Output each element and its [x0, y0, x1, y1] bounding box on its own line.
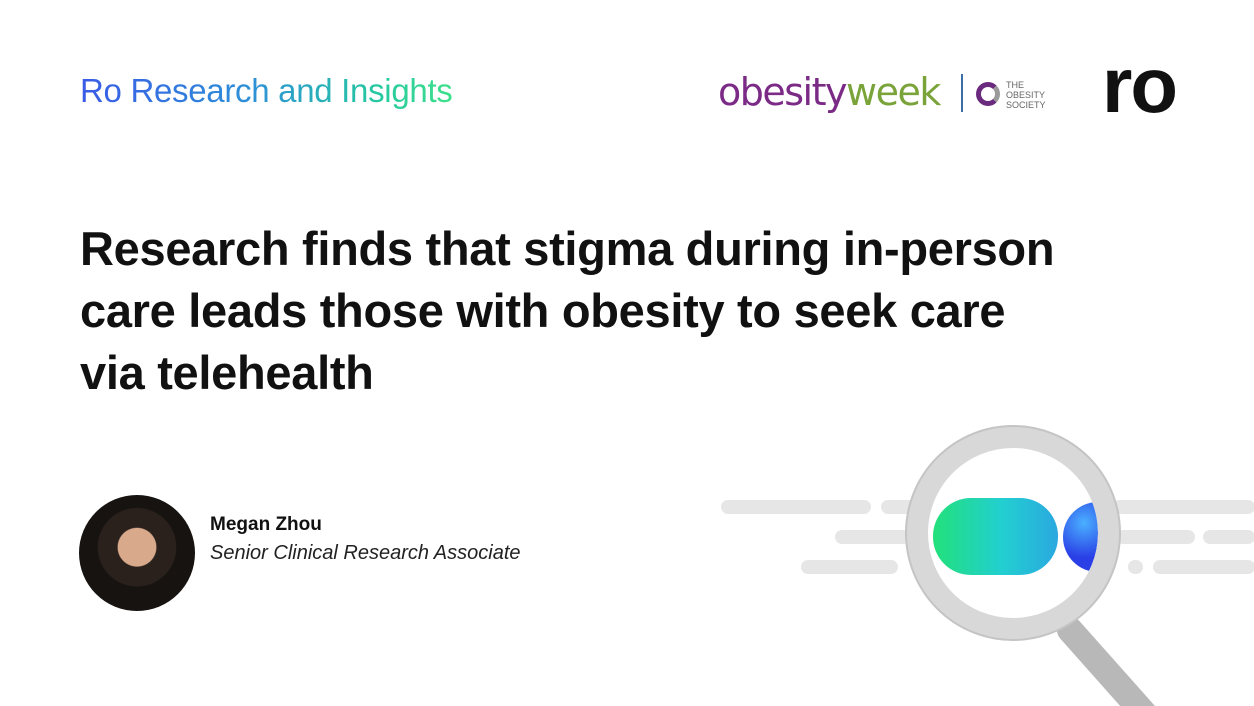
magnifier-handle	[1057, 617, 1155, 706]
pill-shape	[933, 498, 1058, 575]
title-line: Research finds that stigma during in-per…	[80, 222, 1055, 275]
obesityweek-logo-part2: week	[846, 70, 941, 114]
author-name: Megan Zhou	[210, 514, 322, 535]
author-role: Senior Clinical Research Associate	[210, 542, 521, 564]
ball-shape	[1063, 502, 1098, 572]
obesity-society-logo: THE OBESITY SOCIETY	[1006, 80, 1046, 110]
avatar	[79, 495, 195, 611]
magnifier-ring	[906, 426, 1120, 640]
title-line: care leads those with obesity to seek ca…	[80, 284, 1006, 337]
obesity-society-logo-line: SOCIETY	[1006, 100, 1046, 110]
text-lines-icon	[721, 500, 1254, 574]
obesity-society-logo-line: OBESITY	[1006, 90, 1046, 100]
page-title: Research finds that stigma during in-per…	[80, 218, 1200, 404]
obesity-society-icon	[976, 82, 1000, 106]
magnifier-ring-edge	[905, 425, 1121, 641]
kicker-heading: Ro Research and Insights	[80, 72, 453, 109]
ro-logo: ro	[1102, 41, 1178, 129]
logo-divider	[961, 74, 963, 112]
obesityweek-logo-part1: obesity	[718, 70, 848, 114]
obesity-society-logo-line: THE	[1006, 80, 1024, 90]
obesityweek-logo: obesityweek	[718, 70, 941, 114]
title-line: via telehealth	[80, 346, 374, 399]
